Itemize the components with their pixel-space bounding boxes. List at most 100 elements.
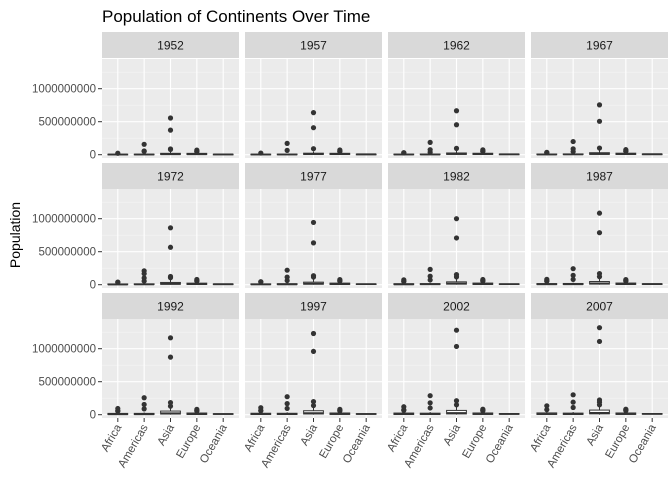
outlier-point bbox=[596, 210, 603, 216]
box-americas bbox=[419, 139, 441, 156]
box-americas bbox=[133, 268, 155, 286]
outlier-point bbox=[258, 279, 264, 285]
outlier-point bbox=[596, 145, 603, 151]
outlier-point bbox=[284, 401, 290, 407]
box-europe bbox=[615, 406, 637, 415]
outlier-point bbox=[167, 403, 174, 409]
outlier-point bbox=[284, 267, 290, 273]
outlier-point bbox=[258, 405, 264, 411]
x-tick-label: Asia bbox=[156, 422, 178, 448]
outlier-point bbox=[427, 400, 433, 406]
facet-panel: 1977 bbox=[245, 163, 382, 288]
facet-strip bbox=[531, 293, 668, 319]
facet-panel: 1987 bbox=[531, 163, 668, 288]
outlier-point bbox=[141, 406, 147, 412]
box-europe bbox=[472, 276, 494, 285]
facet-strip bbox=[102, 293, 239, 319]
outlier-point bbox=[194, 147, 200, 153]
facet-strip bbox=[531, 32, 668, 58]
facet-strip bbox=[388, 293, 525, 319]
outlier-point bbox=[337, 276, 343, 283]
outlier-point bbox=[453, 145, 460, 151]
x-tick-label: Africa bbox=[528, 422, 553, 454]
box-asia bbox=[446, 327, 467, 415]
box-asia bbox=[160, 225, 181, 285]
box-oceania bbox=[641, 412, 663, 415]
y-tick-label: 0 bbox=[90, 150, 96, 162]
outlier-point bbox=[427, 277, 433, 283]
x-tick-label: Europe bbox=[461, 423, 490, 461]
box-europe bbox=[615, 276, 637, 285]
facet-strip bbox=[245, 32, 382, 58]
outlier-point bbox=[570, 266, 576, 272]
box-europe bbox=[186, 406, 208, 415]
outlier-point bbox=[258, 150, 264, 156]
outlier-point bbox=[427, 147, 433, 153]
outlier-point bbox=[453, 235, 460, 241]
outlier-point bbox=[570, 399, 576, 405]
outlier-point bbox=[401, 277, 407, 283]
outlier-point bbox=[284, 394, 290, 400]
box-asia bbox=[160, 335, 181, 415]
box-africa bbox=[536, 149, 558, 156]
y-tick-label: 500000000 bbox=[38, 377, 96, 389]
box-asia bbox=[589, 102, 610, 155]
outlier-point bbox=[115, 150, 121, 156]
facet-strip-label: 1957 bbox=[300, 39, 327, 53]
facet-strip-label: 1982 bbox=[443, 170, 470, 184]
outlier-point bbox=[310, 240, 317, 246]
outlier-point bbox=[310, 146, 317, 152]
y-tick-label: 500000000 bbox=[38, 117, 96, 129]
outlier-point bbox=[310, 398, 317, 405]
box-oceania bbox=[355, 153, 377, 156]
outlier-point bbox=[427, 139, 433, 145]
outlier-point bbox=[141, 148, 147, 154]
box-africa bbox=[393, 277, 415, 286]
outlier-point bbox=[141, 268, 147, 274]
box-americas bbox=[133, 141, 155, 156]
outlier-point bbox=[194, 406, 200, 412]
box-americas bbox=[276, 394, 298, 416]
box-oceania bbox=[498, 283, 520, 285]
outlier-point bbox=[167, 335, 174, 341]
outlier-point bbox=[453, 122, 460, 128]
facet-strip-label: 1997 bbox=[300, 300, 327, 314]
outlier-point bbox=[401, 404, 407, 410]
box-oceania bbox=[641, 283, 663, 285]
outlier-point bbox=[194, 276, 200, 283]
x-tick-label: Africa bbox=[385, 422, 410, 454]
outlier-point bbox=[167, 354, 174, 360]
outlier-point bbox=[596, 270, 603, 277]
box-oceania bbox=[212, 413, 234, 415]
outlier-point bbox=[427, 393, 433, 399]
box-americas bbox=[562, 266, 584, 286]
box-europe bbox=[329, 406, 351, 415]
box-europe bbox=[329, 276, 351, 285]
outlier-point bbox=[167, 244, 174, 250]
facet-strip bbox=[245, 293, 382, 319]
outlier-point bbox=[310, 330, 317, 337]
facet-strip bbox=[245, 163, 382, 189]
box-oceania bbox=[641, 153, 663, 156]
outlier-point bbox=[570, 272, 576, 278]
box-oceania bbox=[498, 153, 520, 156]
facet-panel: 1957 bbox=[245, 32, 382, 158]
facet-strip-label: 1992 bbox=[157, 300, 184, 314]
box-asia bbox=[446, 216, 467, 285]
outlier-point bbox=[115, 279, 121, 285]
box-europe bbox=[472, 147, 494, 156]
outlier-point bbox=[310, 348, 317, 355]
box-americas bbox=[419, 266, 441, 286]
outlier-point bbox=[544, 276, 550, 282]
box-asia bbox=[160, 115, 181, 156]
outlier-point bbox=[453, 402, 460, 408]
outlier-point bbox=[310, 219, 317, 226]
outlier-point bbox=[401, 150, 407, 156]
facet-panels: 1952 0 500000000 1000000000 1957 1962 1967 1972… bbox=[32, 32, 668, 470]
box-asia bbox=[303, 330, 324, 415]
outlier-point bbox=[167, 225, 174, 231]
facet-strip-label: 1952 bbox=[157, 39, 184, 53]
outlier-point bbox=[427, 266, 433, 272]
